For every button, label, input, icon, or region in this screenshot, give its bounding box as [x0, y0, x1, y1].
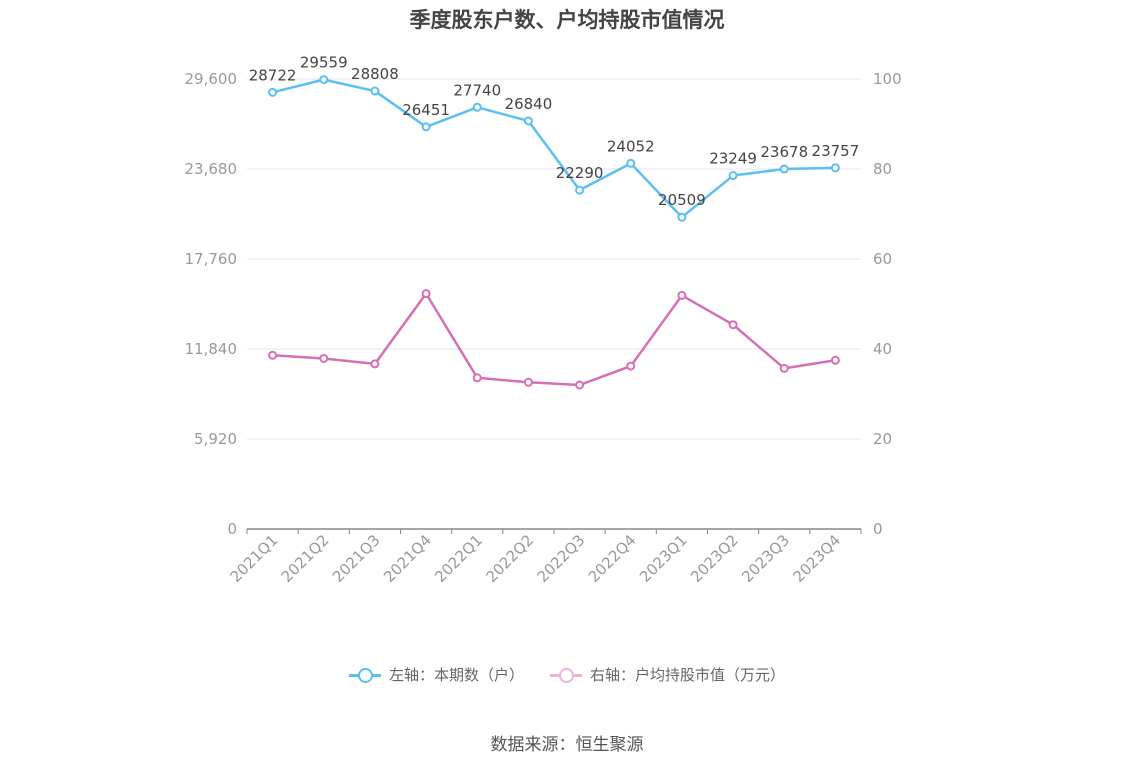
x-tick-label: 2021Q1 [227, 531, 282, 586]
data-point-2 [268, 350, 278, 360]
data-label-1: 27740 [453, 81, 501, 99]
data-label-1: 23249 [709, 150, 757, 168]
x-tick-label: 2021Q4 [380, 531, 435, 586]
line-chart: 0 0 5,920 20 11,840 40 17,760 60 23,680 80 29,600 1… [185, 54, 902, 586]
x-tick-label: 2023Q4 [789, 531, 844, 586]
x-tick-label: 2022Q3 [534, 531, 589, 586]
data-label-1: 28722 [249, 66, 297, 84]
data-label-1: 28808 [351, 65, 399, 83]
x-tick-label: 2021Q2 [278, 531, 333, 586]
data-point-2 [523, 377, 533, 387]
legend: 左轴：本期数（户） 右轴：户均持股市值（万元） [0, 664, 1134, 685]
data-point-1 [421, 122, 431, 132]
x-tick-label: 2021Q3 [329, 531, 384, 586]
data-point-2 [677, 290, 687, 300]
x-tick-label: 2022Q2 [482, 531, 537, 586]
data-point-2 [728, 320, 738, 330]
y-right-tick-label: 0 [873, 520, 883, 538]
data-point-2 [830, 355, 840, 365]
data-point-1 [779, 164, 789, 174]
data-point-2 [626, 361, 636, 371]
x-tick-label: 2023Q2 [687, 531, 742, 586]
y-left-tick-label: 0 [227, 520, 237, 538]
data-label-1: 26840 [505, 95, 553, 113]
data-point-2 [779, 363, 789, 373]
data-point-1 [728, 171, 738, 181]
data-point-1 [575, 185, 585, 195]
legend-item-left-axis[interactable]: 左轴：本期数（户） [348, 664, 524, 685]
series-line-1 [272, 78, 836, 219]
data-label-1: 24052 [607, 137, 655, 155]
y-right-tick-label: 80 [873, 160, 892, 178]
data-point-1 [268, 87, 278, 97]
data-point-2 [575, 380, 585, 390]
data-point-2 [472, 373, 482, 383]
source-note: 数据来源：恒生聚源 [490, 735, 644, 755]
y-right-tick-label: 20 [873, 430, 892, 448]
data-point-1 [370, 86, 380, 96]
data-point-1 [830, 163, 840, 173]
y-right-tick-label: 40 [873, 340, 892, 358]
data-point-2 [370, 359, 380, 369]
legend-label-series1: 左轴：本期数（户） [388, 666, 524, 684]
data-point-1 [677, 212, 687, 222]
data-point-2 [421, 289, 431, 299]
data-label-1: 29559 [300, 54, 348, 72]
data-label-1: 23678 [760, 143, 808, 161]
x-tick-label: 2023Q3 [738, 531, 793, 586]
legend-item-right-axis[interactable]: 右轴：户均持股市值（万元） [550, 664, 785, 685]
legend-swatch-series2 [550, 665, 582, 685]
data-label-1: 22290 [556, 164, 604, 182]
series-line-2 [272, 292, 836, 387]
legend-label-series2: 右轴：户均持股市值（万元） [590, 666, 786, 684]
data-point-1 [472, 102, 482, 112]
legend-swatch-series1 [348, 665, 381, 685]
y-left-tick-label: 11,840 [185, 340, 238, 358]
y-left-tick-label: 5,920 [194, 430, 237, 448]
data-label-1: 26451 [402, 101, 450, 119]
chart-title: 季度股东户数、户均持股市值情况 [409, 8, 725, 32]
y-right-tick-label: 60 [873, 250, 892, 268]
data-point-1 [523, 116, 533, 126]
y-left-tick-label: 29,600 [185, 70, 238, 88]
x-tick-label: 2022Q1 [431, 531, 486, 586]
y-right-tick-label: 100 [873, 70, 902, 88]
data-label-1: 23757 [812, 142, 860, 160]
data-label-1: 20509 [658, 191, 706, 209]
data-point-1 [319, 75, 329, 85]
x-tick-label: 2022Q4 [585, 531, 640, 586]
x-tick-label: 2023Q1 [636, 531, 691, 586]
data-point-1 [626, 158, 636, 168]
data-point-2 [319, 353, 329, 363]
y-left-tick-label: 23,680 [185, 160, 238, 178]
y-left-tick-label: 17,760 [185, 250, 238, 268]
